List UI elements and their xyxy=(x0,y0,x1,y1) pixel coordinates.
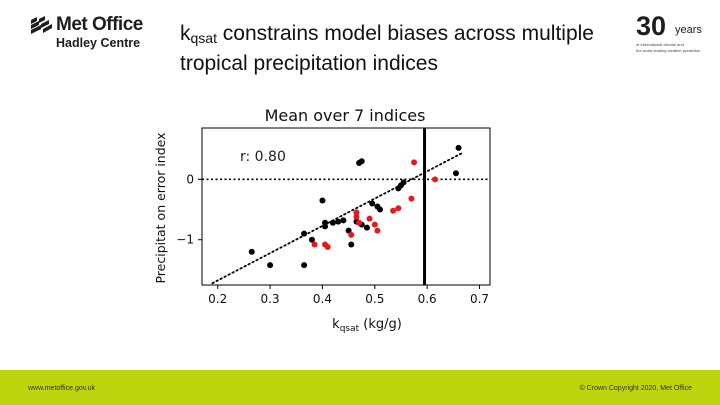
black-point-23 xyxy=(400,179,407,186)
black-point-20 xyxy=(377,206,384,213)
red-point-6 xyxy=(356,219,363,226)
x-axis-label: kqsat (kg/g) xyxy=(332,317,402,334)
x-label-subscript: qsat xyxy=(340,324,360,334)
black-point-1 xyxy=(267,262,274,269)
red-point-13 xyxy=(411,159,418,166)
correlation-annotation: r: 0.80 xyxy=(240,149,286,165)
black-point-17 xyxy=(363,224,370,231)
black-point-5 xyxy=(319,197,326,204)
black-point-0 xyxy=(248,248,255,255)
footer-bar: www.metoffice.gov.uk © Crown Copyright 2… xyxy=(0,370,720,405)
red-point-0 xyxy=(311,241,318,248)
plot-area: r: 0.80 0.2 0.3 0.4 0.5 0.6 0.7 0 −1 xyxy=(176,127,491,306)
x-tick-label-1: 0.3 xyxy=(261,292,280,306)
met-office-logo-icon xyxy=(31,16,52,34)
y-axis-label: Precipitat on error index xyxy=(153,132,168,283)
title-rest: constrains model biases across multiple … xyxy=(180,22,594,75)
black-point-9 xyxy=(335,218,342,225)
red-point-9 xyxy=(374,227,381,234)
badge-line-2: the world-leading weather prediction xyxy=(636,48,701,53)
scatter-chart: Mean over 7 indices Precipitat on error … xyxy=(153,106,491,334)
red-point-8 xyxy=(371,221,378,228)
x-tick-label-4: 0.6 xyxy=(418,292,437,306)
red-point-2 xyxy=(324,243,331,250)
x-label-unit: (kg/g) xyxy=(359,317,402,332)
badge-line-1: of international climate and xyxy=(636,42,684,47)
red-point-4 xyxy=(353,209,360,216)
slide-title: kqsat constrains model biases across mul… xyxy=(180,21,600,76)
red-point-12 xyxy=(408,195,415,202)
black-point-25 xyxy=(455,144,462,151)
footer-website[interactable]: www.metoffice.gov.uk xyxy=(28,385,96,392)
y-tick-label-1: −1 xyxy=(176,233,194,247)
badge-number: 30 xyxy=(636,11,667,41)
badge-word: years xyxy=(675,24,702,36)
black-point-10 xyxy=(340,217,347,224)
black-point-18 xyxy=(369,200,376,207)
chart-title: Mean over 7 indices xyxy=(265,106,426,125)
red-point-11 xyxy=(395,205,402,212)
title-k: k xyxy=(180,22,191,45)
x-tick-label-2: 0.4 xyxy=(313,292,332,306)
red-point-5 xyxy=(353,213,360,220)
red-point-10 xyxy=(390,207,397,214)
x-tick-label-0: 0.2 xyxy=(208,292,227,306)
red-point-14 xyxy=(432,176,439,183)
black-point-12 xyxy=(348,241,355,248)
black-point-3 xyxy=(301,230,308,237)
black-point-4 xyxy=(308,236,315,243)
x-tick-label-3: 0.5 xyxy=(365,292,384,306)
met-office-logo: Met Office Hadley Centre xyxy=(30,14,145,54)
fit-line xyxy=(211,151,465,285)
black-point-2 xyxy=(301,262,308,269)
red-point-3 xyxy=(348,231,355,238)
y-tick-label-0: 0 xyxy=(186,172,194,186)
black-point-8 xyxy=(329,219,336,226)
black-point-7 xyxy=(322,223,329,230)
anniversary-badge: 30 years of international climate and th… xyxy=(636,12,706,60)
plot-frame xyxy=(201,127,491,286)
title-subscript: qsat xyxy=(190,30,217,46)
black-point-16 xyxy=(358,158,365,165)
logo-name: Met Office xyxy=(56,14,143,35)
logo-subtitle: Hadley Centre xyxy=(56,36,141,50)
red-point-7 xyxy=(366,215,373,222)
x-tick-label-5: 0.7 xyxy=(470,292,489,306)
x-label-k: k xyxy=(332,317,340,332)
black-point-24 xyxy=(452,170,459,177)
footer-copyright: © Crown Copyright 2020, Met Office xyxy=(579,385,692,392)
